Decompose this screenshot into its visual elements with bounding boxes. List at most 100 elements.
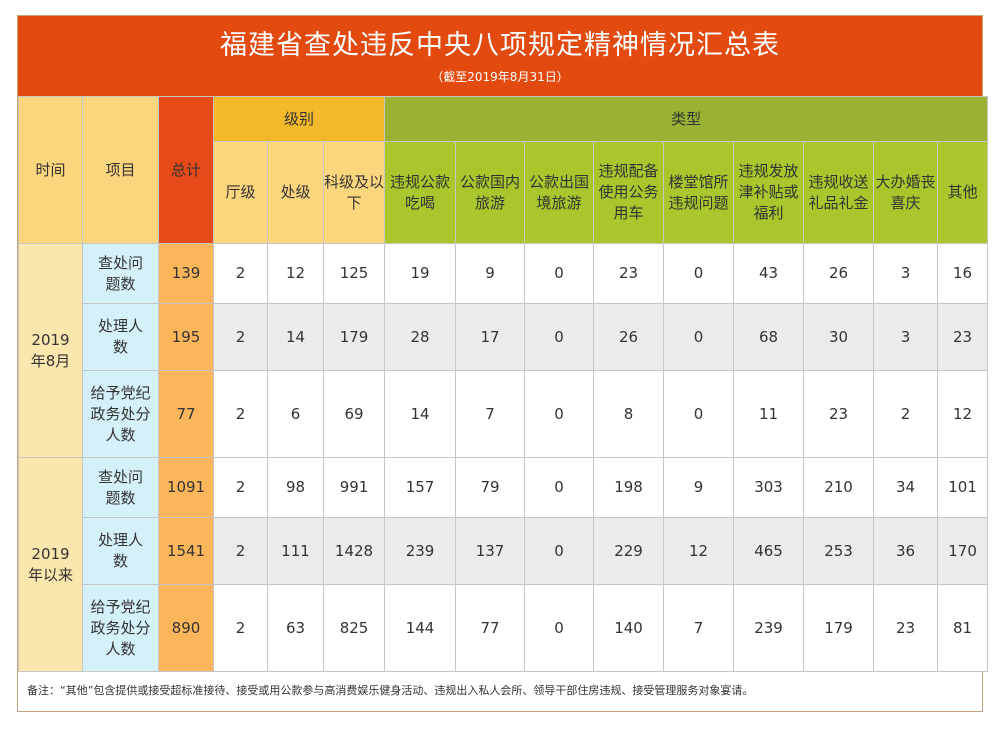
type-value-cell: 81: [937, 584, 989, 672]
type-value-cell: 101: [937, 457, 989, 518]
item-cell: 给予党纪政务处分人数: [82, 584, 159, 672]
type-value-cell: 0: [663, 370, 735, 458]
level-value-cell: 2: [213, 243, 268, 304]
level-value-cell: 12: [267, 243, 324, 304]
type-value-cell: 9: [455, 243, 526, 304]
level-value-cell: 125: [322, 243, 386, 304]
type-value-cell: 0: [524, 370, 595, 458]
title-banner: 福建省查处违反中央八项规定精神情况汇总表 （截至2019年8月31日）: [18, 16, 982, 96]
type-value-cell: 179: [803, 584, 875, 672]
level-value-cell: 2: [213, 457, 268, 518]
item-cell: 查处问题数: [82, 457, 159, 518]
level-value-cell: 111: [267, 517, 324, 585]
period-cell: 2019年8月: [18, 243, 83, 458]
level-value-cell: 2: [213, 303, 268, 371]
period-cell: 2019年以来: [18, 457, 83, 672]
type-value-cell: 26: [803, 243, 875, 304]
type-value-cell: 12: [937, 370, 989, 458]
header-level: 厅级: [213, 141, 268, 244]
type-value-cell: 170: [937, 517, 989, 585]
total-cell: 139: [158, 243, 214, 304]
footnote: 备注：“其他”包含提供或接受超标准接待、接受或用公款参与高消费娱乐健身活动、违规…: [27, 684, 754, 697]
type-value-cell: 253: [803, 517, 875, 585]
total-cell: 1091: [158, 457, 214, 518]
header-type: 公款国内旅游: [455, 141, 526, 244]
type-value-cell: 26: [593, 303, 665, 371]
header-type: 大办婚丧喜庆: [873, 141, 939, 244]
type-value-cell: 140: [593, 584, 665, 672]
type-value-cell: 0: [663, 303, 735, 371]
level-value-cell: 6: [267, 370, 324, 458]
type-value-cell: 36: [873, 517, 939, 585]
type-value-cell: 79: [455, 457, 526, 518]
type-value-cell: 7: [455, 370, 526, 458]
header-item: 项目: [82, 96, 159, 244]
level-value-cell: 98: [267, 457, 324, 518]
table-row: 2019年8月 查处问题数 139 2 12 125 19 9 0 23 0 43 26 3 16: [18, 243, 989, 458]
level-value-cell: 14: [267, 303, 324, 371]
table-row: 给予党纪政务处分人数 890 2 63 825 144 77 0 140 7 239 179 23 81: [19, 584, 989, 672]
type-value-cell: 23: [873, 584, 939, 672]
type-value-cell: 303: [733, 457, 805, 518]
level-value-cell: 2: [213, 584, 268, 672]
table-subtitle: （截至2019年8月31日）: [431, 70, 569, 84]
header-level: 科级及以下: [322, 141, 386, 244]
type-value-cell: 23: [937, 303, 989, 371]
header-type: 违规发放津补贴或福利: [733, 141, 805, 244]
type-value-cell: 229: [593, 517, 665, 585]
table-row: 给予党纪政务处分人数 77 2 6 69 14 7 0 8 0 11 23 2 12: [19, 370, 989, 458]
item-cell: 查处问题数: [82, 243, 159, 304]
type-value-cell: 0: [524, 303, 595, 371]
level-value-cell: 2: [213, 370, 268, 458]
type-value-cell: 210: [803, 457, 875, 518]
type-value-cell: 239: [384, 517, 457, 585]
level-value-cell: 1428: [322, 517, 386, 585]
type-value-cell: 34: [873, 457, 939, 518]
header-type: 违规公款吃喝: [384, 141, 457, 244]
type-value-cell: 12: [663, 517, 735, 585]
header-type-group: 类型: [384, 96, 989, 142]
header-type: 公款出国境旅游: [524, 141, 595, 244]
item-cell: 给予党纪政务处分人数: [82, 370, 159, 458]
type-value-cell: 3: [873, 243, 939, 304]
header-type: 违规配备使用公务用车: [593, 141, 665, 244]
type-value-cell: 9: [663, 457, 735, 518]
type-value-cell: 68: [733, 303, 805, 371]
type-value-cell: 8: [593, 370, 665, 458]
type-value-cell: 11: [733, 370, 805, 458]
header-type: 违规收送礼品礼金: [803, 141, 875, 244]
level-value-cell: 825: [322, 584, 386, 672]
header-time: 时间: [18, 96, 83, 244]
total-cell: 195: [158, 303, 214, 371]
header-total: 总计: [158, 96, 214, 244]
type-value-cell: 19: [384, 243, 457, 304]
header-type: 楼堂馆所违规问题: [663, 141, 735, 244]
table-row: 2019年以来 查处问题数 1091 2 98 991 157 79 0 198 9 303 210 34…: [18, 457, 989, 672]
type-value-cell: 157: [384, 457, 457, 518]
total-cell: 890: [158, 584, 214, 672]
type-value-cell: 43: [733, 243, 805, 304]
item-cell: 处理人数: [82, 517, 159, 585]
total-cell: 77: [158, 370, 214, 458]
type-value-cell: 0: [524, 457, 595, 518]
type-value-cell: 14: [384, 370, 457, 458]
level-value-cell: 2: [213, 517, 268, 585]
header-level: 处级: [267, 141, 324, 244]
table-title: 福建省查处违反中央八项规定精神情况汇总表: [220, 30, 780, 61]
type-value-cell: 0: [524, 517, 595, 585]
level-value-cell: 69: [322, 370, 386, 458]
level-value-cell: 179: [322, 303, 386, 371]
table-row: 处理人数 195 2 14 179 28 17 0 26 0 68 30 3 23: [19, 303, 989, 371]
table-row: 处理人数 1541 2 111 1428 239 137 0 229 12 465 253 36 170: [19, 517, 989, 585]
type-value-cell: 137: [455, 517, 526, 585]
type-value-cell: 23: [593, 243, 665, 304]
summary-table: 时间 项目 总计 级别 类型 厅级 处级 科级及以下 违规公款吃喝 公款国内旅游…: [18, 96, 989, 672]
type-value-cell: 16: [937, 243, 989, 304]
type-value-cell: 77: [455, 584, 526, 672]
type-value-cell: 23: [803, 370, 875, 458]
type-value-cell: 0: [663, 243, 735, 304]
type-value-cell: 28: [384, 303, 457, 371]
type-value-cell: 0: [524, 243, 595, 304]
summary-table-frame: 福建省查处违反中央八项规定精神情况汇总表 （截至2019年8月31日） 时间 项…: [17, 15, 989, 712]
type-value-cell: 144: [384, 584, 457, 672]
